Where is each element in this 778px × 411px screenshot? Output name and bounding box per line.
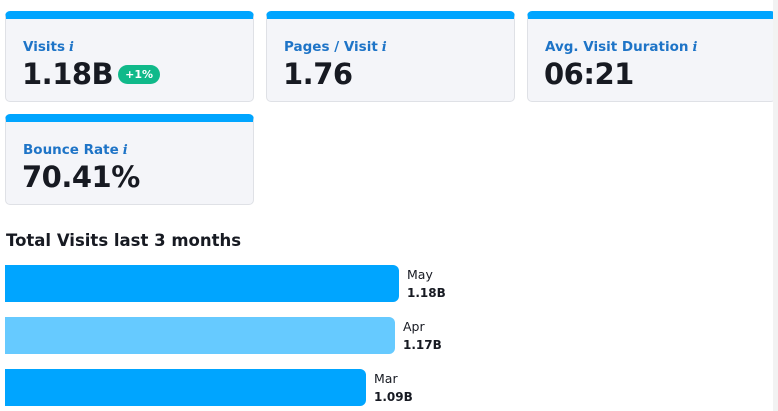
bounce-rate-card: Bounce Rate i 70.41%	[5, 114, 254, 205]
info-icon[interactable]: i	[381, 40, 387, 55]
info-icon[interactable]: i	[692, 40, 698, 55]
bar-month-label: Apr	[403, 319, 425, 334]
avg-visit-duration-label: Avg. Visit Duration i	[545, 39, 698, 55]
bar-may[interactable]	[5, 265, 399, 302]
bar-value-label: 1.17B	[403, 338, 442, 352]
pages-per-visit-value: 1.76	[283, 57, 353, 91]
bar-value-label: 1.18B	[407, 286, 446, 300]
info-icon[interactable]: i	[69, 40, 74, 55]
pages-per-visit-card: Pages / Visit i 1.76	[266, 11, 515, 102]
bar-month-label: May	[407, 267, 433, 282]
bounce-rate-label: Bounce Rate i	[23, 142, 128, 158]
scrollbar-track[interactable]	[773, 0, 778, 411]
visits-label: Visits i	[23, 39, 74, 55]
visits-card: Visits i 1.18B +1%	[5, 11, 254, 102]
change-badge: +1%	[118, 64, 161, 84]
bar-apr[interactable]	[5, 317, 395, 354]
avg-visit-duration-value: 06:21	[544, 57, 634, 91]
avg-visit-duration-card: Avg. Visit Duration i 06:21	[527, 11, 776, 102]
info-icon[interactable]: i	[122, 143, 128, 158]
visits-chart-title: Total Visits last 3 months	[6, 231, 242, 250]
bar-mar[interactable]	[5, 369, 366, 406]
visits-value: 1.18B +1%	[22, 57, 161, 91]
bar-month-label: Mar	[374, 371, 398, 386]
bar-value-label: 1.09B	[374, 390, 413, 404]
pages-per-visit-label: Pages / Visit i	[284, 39, 387, 55]
bounce-rate-value: 70.41%	[22, 160, 140, 194]
